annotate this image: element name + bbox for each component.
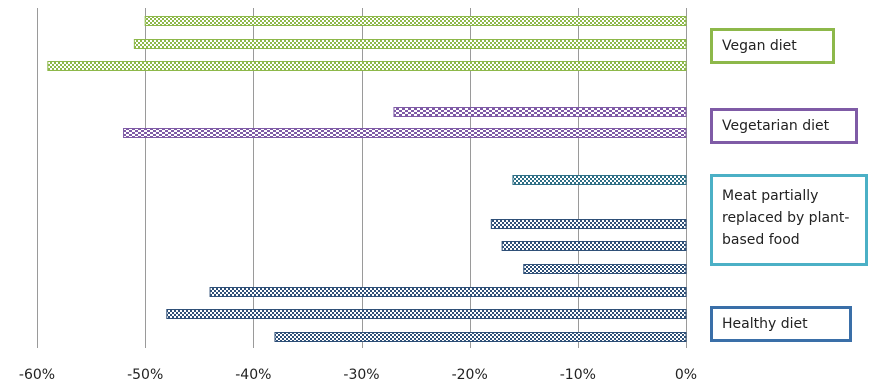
x-tick-label: -50% — [127, 367, 163, 383]
bar-healthy — [209, 287, 687, 297]
legend-vegan: Vegan diet — [710, 28, 835, 64]
bar-vegan — [133, 39, 687, 49]
bar-vegetarian — [393, 107, 687, 117]
legend-meat-replaced: Meat partially replaced by plant-based f… — [710, 174, 868, 266]
bar-healthy — [166, 309, 687, 319]
x-tick-label: -20% — [452, 367, 488, 383]
legend-vegetarian: Vegetarian diet — [710, 108, 858, 144]
bar-vegan — [144, 16, 687, 26]
legend-vegan-label: Vegan diet — [722, 38, 797, 54]
bars — [47, 16, 687, 342]
x-tick-label: -60% — [19, 367, 55, 383]
x-tick-label: 0% — [675, 367, 697, 383]
bar-healthy — [501, 241, 687, 251]
x-tick-label: -10% — [560, 367, 596, 383]
legend-healthy-label: Healthy diet — [722, 316, 808, 332]
bar-vegan — [47, 61, 687, 71]
x-tick-label: -30% — [343, 367, 379, 383]
bar-healthy — [523, 264, 687, 274]
legend-vegetarian-label: Vegetarian diet — [722, 118, 830, 134]
legend-healthy: Healthy diet — [710, 306, 852, 342]
bar-vegetarian — [123, 128, 687, 138]
bar-healthy — [274, 332, 687, 342]
x-tick-label: -40% — [235, 367, 271, 383]
legend-meat-replaced-label: Meat partially replaced by plant-based f… — [722, 188, 850, 248]
bar-meat-replaced — [512, 175, 687, 185]
bar-healthy — [490, 219, 687, 229]
x-axis-ticks: -60% -50% -40% -30% -20% -10% 0% — [19, 367, 697, 383]
